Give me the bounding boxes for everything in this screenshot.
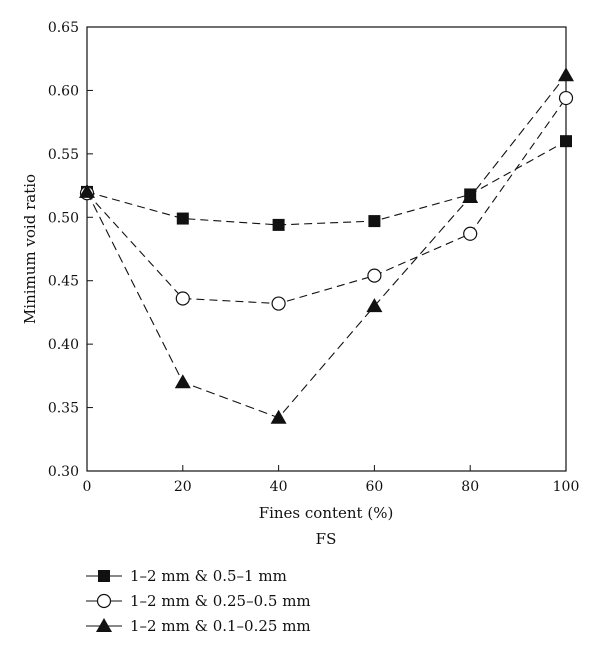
series-line <box>86 140 567 226</box>
series-3 <box>79 67 574 424</box>
legend-marker <box>96 593 112 609</box>
y-tick-label: 0.40 <box>48 337 79 353</box>
y-tick-label: 0.45 <box>48 274 79 290</box>
data-point <box>368 215 381 228</box>
y-tick-label: 0.30 <box>48 464 79 480</box>
y-tick-label: 0.55 <box>48 147 79 163</box>
legend-marker <box>96 618 112 632</box>
legend: 1–2 mm & 0.5–1 mm 1–2 mm & 0.25–0.5 mm 1–2… <box>86 567 311 635</box>
y-tick-label: 0.65 <box>48 20 79 36</box>
x-tick-label: 100 <box>553 479 580 495</box>
data-point <box>560 135 572 148</box>
data-point <box>462 188 479 203</box>
x-axis-title: Fines content (%) <box>259 504 394 522</box>
legend-entry: 1–2 mm & 0.25–0.5 mm <box>86 592 311 610</box>
data-point <box>176 212 189 225</box>
y-tick-label: 0.50 <box>48 210 79 226</box>
legend-entry: 1–2 mm & 0.1–0.25 mm <box>86 617 311 635</box>
data-point <box>463 226 478 241</box>
data-point <box>270 409 287 424</box>
series-2 <box>79 90 574 311</box>
x-tick-label: 40 <box>270 479 288 495</box>
data-point <box>272 218 285 231</box>
legend-label: 1–2 mm & 0.1–0.25 mm <box>130 617 311 635</box>
y-tick-label: 0.60 <box>48 83 79 99</box>
series-line <box>86 97 567 305</box>
legend-label: 1–2 mm & 0.5–1 mm <box>130 567 287 585</box>
series-1 <box>81 135 572 231</box>
data-point <box>271 296 286 311</box>
data-point <box>79 183 95 198</box>
y-tick-label: 0.35 <box>48 401 79 417</box>
data-point <box>558 90 574 106</box>
y-axis-title: Minimum void ratio <box>21 174 39 324</box>
axes: 0 20 40 60 80 100 0.30 0.35 0.40 0.45 0.50 0.55 0.60… <box>48 20 580 495</box>
x-axis-subtitle: FS <box>316 530 337 548</box>
data-point <box>367 268 382 283</box>
series-layer <box>79 67 574 424</box>
plot-frame <box>86 26 567 472</box>
series-line <box>86 74 567 419</box>
x-tick-label: 20 <box>174 479 192 495</box>
data-point <box>366 298 383 313</box>
data-point <box>558 67 574 82</box>
legend-label: 1–2 mm & 0.25–0.5 mm <box>130 592 311 610</box>
data-point <box>175 291 190 306</box>
x-tick-label: 60 <box>365 479 383 495</box>
data-point <box>174 374 191 389</box>
legend-entry: 1–2 mm & 0.5–1 mm <box>86 567 287 585</box>
legend-marker <box>98 570 110 582</box>
x-tick-label: 80 <box>461 479 479 495</box>
x-tick-label: 0 <box>83 479 92 495</box>
